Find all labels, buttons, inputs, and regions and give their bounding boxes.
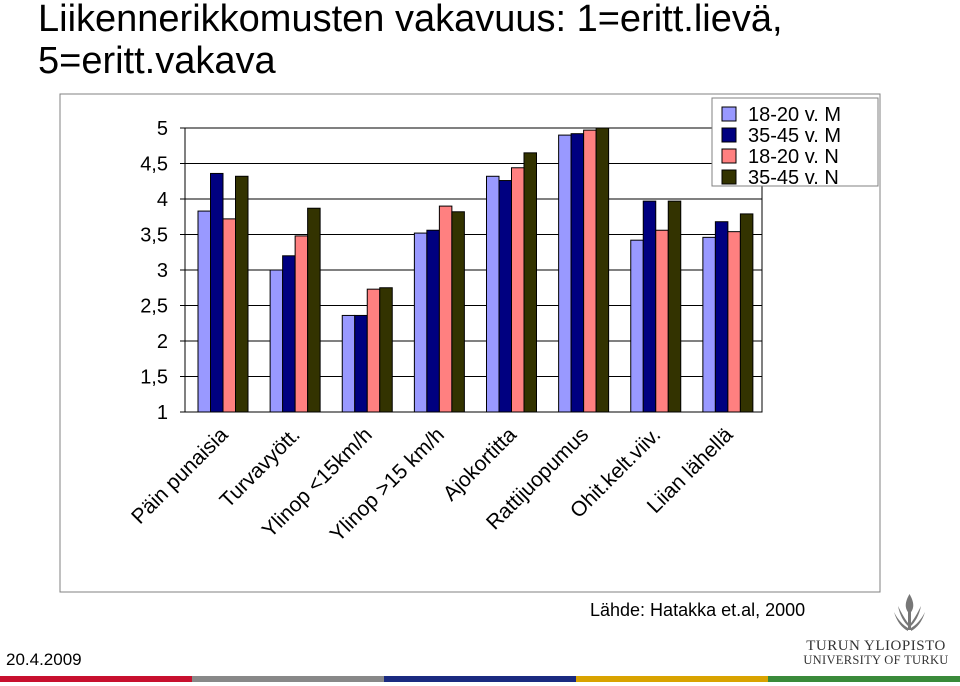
y-tick-label: 4	[157, 189, 168, 211]
bar	[523, 152, 537, 413]
bar	[341, 314, 356, 413]
y-tick-label: 3	[157, 260, 168, 282]
bar	[366, 288, 381, 413]
bar	[354, 314, 368, 413]
legend-swatch	[721, 148, 737, 164]
legend	[711, 97, 879, 187]
legend-swatch	[721, 127, 737, 143]
bar	[451, 211, 465, 413]
bar	[307, 207, 321, 413]
footer-color-segment	[0, 676, 192, 682]
torch-emblem-icon	[894, 594, 925, 631]
bar	[438, 205, 453, 413]
y-tick-label: 5	[157, 118, 168, 140]
footer-date: 20.4.2009	[6, 650, 82, 669]
bar	[379, 287, 393, 413]
legend-swatch	[721, 106, 737, 122]
plot-area	[184, 127, 763, 413]
bar	[269, 269, 284, 413]
university-logo: TURUN YLIOPISTO UNIVERSITY OF TURKU	[796, 590, 956, 670]
slide-title: Liikennerikkomusten vakavuus: 1=eritt.li…	[38, 0, 783, 82]
bar	[655, 229, 669, 413]
y-tick-label: 3,5	[140, 225, 168, 247]
bar	[727, 231, 741, 413]
y-tick-label: 4,5	[140, 154, 168, 176]
bar	[739, 213, 754, 413]
y-tick-label: 2,5	[140, 296, 168, 318]
bar	[486, 175, 500, 413]
legend-label: 35-45 v. N	[748, 167, 839, 189]
bar	[235, 175, 249, 413]
university-name-en: UNIVERSITY OF TURKU	[803, 653, 949, 667]
bar	[642, 200, 657, 413]
x-tick-label: Päin punaisia	[127, 423, 233, 529]
bar	[570, 133, 585, 413]
bar	[222, 218, 236, 413]
source-note: Lähde: Hatakka et.al, 2000	[590, 600, 806, 620]
bar	[210, 172, 224, 413]
bar	[426, 229, 440, 413]
bar	[511, 167, 525, 413]
legend-label: 18-20 v. N	[748, 146, 839, 168]
bar	[558, 134, 572, 413]
footer-color-bar	[0, 676, 960, 682]
footer-color-segment	[576, 676, 768, 682]
legend-label: 35-45 v. M	[748, 125, 841, 147]
y-tick-label: 2	[157, 331, 168, 353]
slide-title-line-2: 5=eritt.vakava	[38, 40, 276, 82]
bar	[197, 210, 211, 413]
bar	[667, 200, 682, 413]
footer-color-segment	[192, 676, 384, 682]
legend-swatch	[721, 169, 737, 185]
chart-frame	[59, 93, 881, 593]
bar	[583, 129, 597, 413]
slide-title-line-1: Liikennerikkomusten vakavuus: 1=eritt.li…	[38, 0, 783, 40]
bar	[294, 235, 309, 413]
bar	[630, 239, 644, 413]
legend-label: 18-20 v. M	[748, 104, 841, 126]
bar	[282, 255, 296, 413]
y-tick-label: 1,5	[140, 367, 168, 389]
bar	[413, 232, 428, 413]
footer-color-segment	[384, 676, 576, 682]
bar	[714, 221, 729, 413]
university-name-fi: TURUN YLIOPISTO	[806, 638, 946, 654]
bar	[702, 236, 716, 413]
bar	[498, 180, 512, 413]
footer-color-segment	[768, 676, 960, 682]
y-tick-label: 1	[157, 402, 168, 424]
bar	[595, 127, 610, 413]
